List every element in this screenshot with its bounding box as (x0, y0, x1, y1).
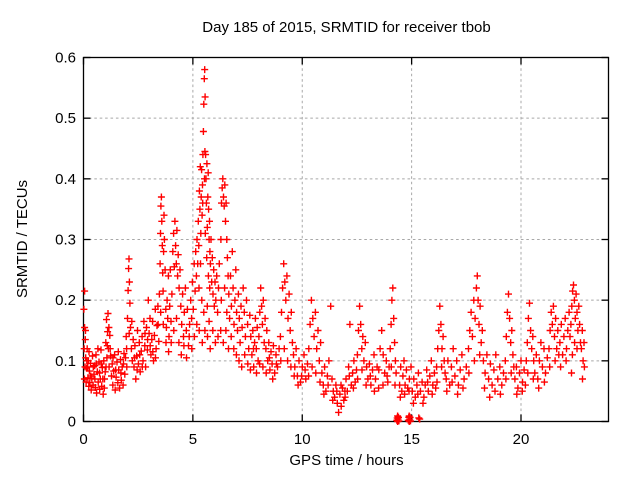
chart-title: Day 185 of 2015, SRMTID for receiver tbo… (202, 19, 491, 36)
y-tick-label: 0.5 (55, 110, 76, 127)
x-tick-label: 10 (294, 431, 311, 448)
y-tick-label: 0 (68, 414, 76, 431)
y-axis-label: SRMTID / TECUs (14, 179, 31, 299)
y-tick-label: 0.4 (55, 171, 76, 188)
y-tick-label: 0.6 (55, 50, 76, 67)
x-tick-label: 0 (79, 431, 87, 448)
y-tick-label: 0.3 (55, 232, 76, 249)
y-tick-label: 0.2 (55, 292, 76, 309)
x-tick-label: 15 (403, 431, 420, 448)
x-tick-label: 20 (513, 431, 530, 448)
x-axis-label: GPS time / hours (289, 452, 404, 469)
x-tick-label: 5 (189, 431, 197, 448)
y-tick-label: 0.1 (55, 353, 76, 370)
data-points (80, 66, 588, 425)
